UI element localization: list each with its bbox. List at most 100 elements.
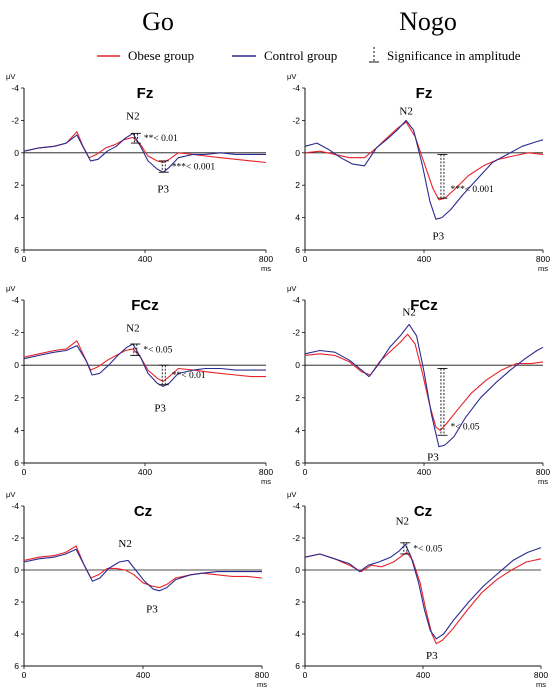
x-tick-label: 0 bbox=[303, 467, 308, 477]
y-tick-label: -2 bbox=[292, 328, 300, 338]
legend-label-significance: Significance in amplitude bbox=[387, 48, 521, 63]
significance-label: ***< 0.001 bbox=[450, 185, 494, 195]
x-unit-label: ms bbox=[538, 264, 548, 273]
significance-marker: *< 0.05 bbox=[400, 542, 443, 555]
y-tick-label: 0 bbox=[295, 148, 300, 158]
y-unit-label: μV bbox=[6, 72, 15, 81]
y-tick-label: -4 bbox=[11, 501, 19, 511]
series-line-control bbox=[23, 343, 266, 387]
x-tick-label: 0 bbox=[22, 254, 27, 264]
x-tick-label: 0 bbox=[22, 670, 27, 680]
legend-label-obese: Obese group bbox=[128, 48, 194, 63]
y-tick-label: 0 bbox=[14, 565, 19, 575]
y-tick-label: -2 bbox=[11, 328, 19, 338]
significance-marker: **< 0.01 bbox=[130, 132, 178, 144]
legend-significance-icon bbox=[369, 47, 379, 63]
panel-title: Fz bbox=[416, 85, 433, 102]
column-title-go: Go bbox=[142, 7, 174, 36]
x-tick-label: 400 bbox=[417, 254, 431, 264]
significance-label: *< 0.05 bbox=[143, 346, 172, 356]
y-tick-label: 4 bbox=[295, 425, 300, 435]
significance-label: ***< 0.001 bbox=[172, 163, 216, 173]
significance-marker: *< 0.05 bbox=[130, 343, 173, 356]
x-tick-label: 800 bbox=[255, 670, 269, 680]
series-line-obese bbox=[23, 545, 263, 589]
series-line-control bbox=[304, 543, 542, 640]
y-tick-label: -2 bbox=[11, 115, 19, 125]
y-tick-label: 6 bbox=[295, 661, 300, 671]
y-tick-label: 2 bbox=[14, 597, 19, 607]
significance-label: **< 0.01 bbox=[144, 134, 178, 144]
component-label-p3: P3 bbox=[157, 183, 169, 195]
y-tick-label: -4 bbox=[292, 295, 300, 305]
significance-marker: *< 0.05 bbox=[437, 368, 480, 436]
significance-label: **< 0.01 bbox=[172, 371, 206, 381]
series-line-obese bbox=[304, 333, 544, 431]
component-label-n2: N2 bbox=[399, 106, 412, 118]
series-line-control bbox=[304, 323, 544, 448]
series-line-obese bbox=[23, 131, 267, 164]
y-tick-label: -2 bbox=[292, 533, 300, 543]
y-tick-label: 0 bbox=[295, 565, 300, 575]
y-tick-label: 2 bbox=[295, 180, 300, 190]
series-line-control bbox=[23, 132, 266, 173]
panel-title: Cz bbox=[414, 503, 432, 520]
y-tick-label: 4 bbox=[295, 213, 300, 223]
x-tick-label: 800 bbox=[259, 467, 273, 477]
x-tick-label: 400 bbox=[138, 254, 152, 264]
column-title-nogo: Nogo bbox=[399, 7, 457, 36]
series-line-obese bbox=[304, 121, 544, 201]
x-tick-label: 400 bbox=[416, 670, 430, 680]
y-tick-label: 2 bbox=[14, 393, 19, 403]
panel-title: FCz bbox=[410, 297, 438, 314]
panel-title: FCz bbox=[131, 297, 159, 314]
y-unit-label: μV bbox=[287, 490, 296, 499]
x-tick-label: 800 bbox=[259, 254, 273, 264]
x-tick-label: 0 bbox=[22, 467, 27, 477]
component-label-p3: P3 bbox=[432, 230, 444, 242]
x-tick-label: 800 bbox=[534, 670, 548, 680]
y-tick-label: -4 bbox=[292, 501, 300, 511]
significance-marker: ***< 0.001 bbox=[437, 153, 494, 199]
legend-label-control: Control group bbox=[264, 48, 337, 63]
x-unit-label: ms bbox=[538, 477, 548, 486]
panel-title: Fz bbox=[137, 85, 154, 102]
y-tick-label: 4 bbox=[295, 629, 300, 639]
y-tick-label: 2 bbox=[295, 393, 300, 403]
component-label-n2: N2 bbox=[126, 111, 139, 123]
component-label-n2: N2 bbox=[402, 306, 415, 318]
x-tick-label: 400 bbox=[138, 467, 152, 477]
y-tick-label: -4 bbox=[11, 295, 19, 305]
panel-title: Cz bbox=[134, 503, 152, 520]
y-tick-label: 4 bbox=[14, 213, 19, 223]
y-tick-label: 0 bbox=[14, 148, 19, 158]
x-tick-label: 800 bbox=[536, 254, 550, 264]
component-label-n2: N2 bbox=[396, 515, 409, 527]
x-unit-label: ms bbox=[257, 680, 267, 689]
x-tick-label: 400 bbox=[136, 670, 150, 680]
component-label-p3: P3 bbox=[426, 650, 438, 662]
y-unit-label: μV bbox=[287, 72, 296, 81]
component-label-p3: P3 bbox=[146, 603, 158, 615]
y-tick-label: 2 bbox=[295, 597, 300, 607]
y-unit-label: μV bbox=[287, 284, 296, 293]
significance-marker: **< 0.01 bbox=[158, 364, 206, 386]
significance-label: *< 0.05 bbox=[450, 422, 479, 432]
significance-marker: ***< 0.001 bbox=[158, 160, 216, 173]
y-tick-label: 6 bbox=[295, 458, 300, 468]
y-tick-label: 4 bbox=[14, 425, 19, 435]
series-line-control bbox=[23, 548, 262, 592]
component-label-p3: P3 bbox=[154, 403, 166, 415]
y-tick-label: 6 bbox=[295, 245, 300, 255]
x-tick-label: 0 bbox=[303, 254, 308, 264]
x-tick-label: 0 bbox=[303, 670, 308, 680]
component-label-p3: P3 bbox=[427, 451, 439, 463]
y-tick-label: 6 bbox=[14, 245, 19, 255]
component-label-n2: N2 bbox=[118, 538, 131, 550]
